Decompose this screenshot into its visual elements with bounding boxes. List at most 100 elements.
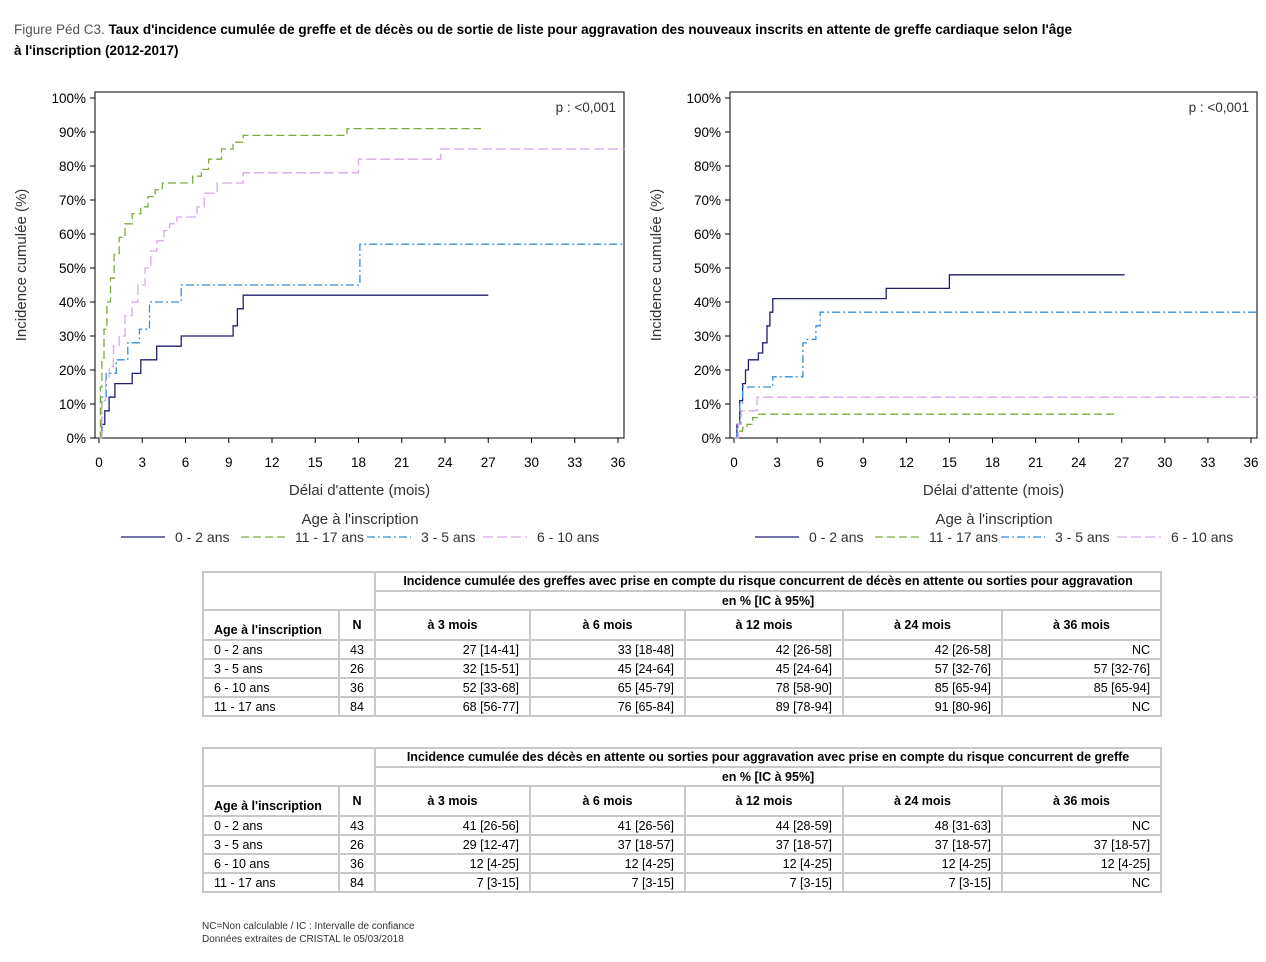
legend-title: Age à l'inscription bbox=[935, 511, 1052, 528]
cell-value: 12 [4-25] bbox=[842, 853, 1003, 874]
cell-value: 57 [32-76] bbox=[1000, 658, 1163, 679]
cell-value: 41 [26-56] bbox=[529, 815, 686, 836]
table-corner bbox=[202, 747, 376, 787]
cell-value: NC bbox=[1000, 696, 1163, 717]
death-incidence-table: Incidence cumulée des décès en attente o… bbox=[202, 747, 1163, 893]
row-age: 6 - 10 ans bbox=[202, 677, 340, 698]
y-tick-label: 80% bbox=[59, 159, 86, 174]
row-n: 43 bbox=[338, 815, 376, 836]
col-header-n: N bbox=[338, 785, 376, 817]
x-tick-label: 21 bbox=[394, 455, 409, 470]
cell-value: 37 [18-57] bbox=[529, 834, 686, 855]
x-tick-label: 3 bbox=[773, 455, 781, 470]
y-tick-label: 80% bbox=[694, 159, 721, 174]
cell-value: 65 [45-79] bbox=[529, 677, 686, 698]
cell-value: 33 [18-48] bbox=[529, 639, 686, 660]
x-tick-label: 9 bbox=[859, 455, 867, 470]
cell-value: 7 [3-15] bbox=[374, 872, 531, 893]
series-line-11-17ans bbox=[99, 127, 481, 439]
chart-panel-1: 0%10%20%30%40%50%60%70%80%90%100%0 3 6 9 12 1… bbox=[13, 91, 626, 545]
x-tick-label: 15 bbox=[308, 455, 323, 470]
cell-value: 85 [65-94] bbox=[842, 677, 1003, 698]
row-n: 26 bbox=[338, 658, 376, 679]
y-tick-label: 90% bbox=[694, 125, 721, 140]
table-title: Incidence cumulée des greffes avec prise… bbox=[373, 571, 1163, 592]
cell-value: 29 [12-47] bbox=[374, 834, 531, 855]
footnote-source: Données extraites de CRISTAL le 05/03/20… bbox=[202, 934, 404, 945]
x-tick-label: 12 bbox=[899, 455, 914, 470]
col-header-24m: à 24 mois bbox=[842, 785, 1003, 817]
col-header-24m: à 24 mois bbox=[842, 609, 1003, 641]
legend-item-label: 0 - 2 ans bbox=[809, 529, 863, 545]
x-tick-label: 3 bbox=[138, 455, 146, 470]
x-tick-label: 24 bbox=[1071, 455, 1087, 470]
table-row: 11 - 17 ans 84 68 [56-77] 76 [65-84] 89 … bbox=[202, 696, 1163, 717]
cell-value: 91 [80-96] bbox=[842, 696, 1003, 717]
row-n: 84 bbox=[338, 696, 376, 717]
series-line-11-17ans bbox=[734, 413, 1115, 439]
col-header-12m: à 12 mois bbox=[684, 609, 844, 641]
col-header-3m: à 3 mois bbox=[374, 785, 531, 817]
cell-value: 76 [65-84] bbox=[529, 696, 686, 717]
figure-title: Figure Péd C3. Taux d'incidence cumulée … bbox=[14, 19, 1074, 61]
cell-value: 12 [4-25] bbox=[684, 853, 844, 874]
cell-value: 12 [4-25] bbox=[529, 853, 686, 874]
legend-item-label: 3 - 5 ans bbox=[421, 529, 475, 545]
y-tick-label: 70% bbox=[59, 193, 86, 208]
y-tick-label: 50% bbox=[694, 261, 721, 276]
cell-value: 27 [14-41] bbox=[374, 639, 531, 660]
cell-value: 32 [15-51] bbox=[374, 658, 531, 679]
y-tick-label: 60% bbox=[59, 227, 86, 242]
plot-frame bbox=[94, 91, 625, 439]
series-line-3-5ans bbox=[734, 311, 1259, 439]
x-tick-label: 18 bbox=[351, 455, 366, 470]
y-tick-label: 30% bbox=[694, 329, 721, 344]
col-header-6m: à 6 mois bbox=[529, 609, 686, 641]
table-title: Incidence cumulée des décès en attente o… bbox=[373, 747, 1163, 768]
legend-title: Age à l'inscription bbox=[301, 511, 418, 528]
cell-value: 37 [18-57] bbox=[684, 834, 844, 855]
col-header-age: Age à l'inscription bbox=[202, 609, 340, 641]
y-tick-label: 10% bbox=[694, 397, 721, 412]
row-age: 0 - 2 ans bbox=[202, 639, 340, 660]
x-tick-label: 12 bbox=[264, 455, 279, 470]
x-tick-label: 30 bbox=[524, 455, 539, 470]
legend-item-label: 6 - 10 ans bbox=[1171, 529, 1233, 545]
charts-area: 0%10%20%30%40%50%60%70%80%90%100%0 3 6 9 12 1… bbox=[13, 91, 1259, 545]
series-line-6-10ans bbox=[99, 148, 626, 439]
cell-value: 48 [31-63] bbox=[842, 815, 1003, 836]
cell-value: 7 [3-15] bbox=[842, 872, 1003, 893]
cell-value: NC bbox=[1000, 639, 1163, 660]
y-tick-label: 20% bbox=[694, 363, 721, 378]
y-tick-label: 50% bbox=[59, 261, 86, 276]
x-tick-label: 21 bbox=[1028, 455, 1043, 470]
series-line-0-2ans bbox=[734, 274, 1125, 439]
chart-panel-2: 0%10%20%30%40%50%60%70%80%90%100%0 3 6 9 12 1… bbox=[648, 91, 1259, 545]
x-tick-label: 27 bbox=[1114, 455, 1129, 470]
series-line-0-2ans bbox=[99, 294, 489, 439]
x-tick-label: 36 bbox=[1243, 455, 1258, 470]
y-tick-label: 70% bbox=[694, 193, 721, 208]
x-tick-label: 24 bbox=[437, 455, 453, 470]
table-row: 3 - 5 ans 26 29 [12-47] 37 [18-57] 37 [1… bbox=[202, 834, 1163, 855]
series-line-6-10ans bbox=[734, 396, 1259, 439]
footnotes: NC=Non calculable / IC : Intervalle de c… bbox=[202, 920, 415, 946]
figure-label: Figure Péd C3. bbox=[14, 22, 105, 37]
cell-value: NC bbox=[1000, 872, 1163, 893]
cell-value: 85 [65-94] bbox=[1000, 677, 1163, 698]
col-header-3m: à 3 mois bbox=[374, 609, 531, 641]
x-tick-label: 18 bbox=[985, 455, 1000, 470]
cell-value: 89 [78-94] bbox=[684, 696, 844, 717]
x-tick-label: 33 bbox=[1200, 455, 1215, 470]
y-tick-label: 30% bbox=[59, 329, 86, 344]
y-tick-label: 100% bbox=[51, 91, 86, 106]
y-tick-label: 40% bbox=[59, 295, 86, 310]
y-tick-label: 100% bbox=[686, 91, 721, 106]
x-tick-label: 27 bbox=[481, 455, 496, 470]
x-tick-label: 15 bbox=[942, 455, 957, 470]
col-header-age: Age à l'inscription bbox=[202, 785, 340, 817]
graft-incidence-table: Incidence cumulée des greffes avec prise… bbox=[202, 571, 1163, 717]
row-n: 84 bbox=[338, 872, 376, 893]
cell-value: 41 [26-56] bbox=[374, 815, 531, 836]
legend-item-label: 0 - 2 ans bbox=[175, 529, 229, 545]
